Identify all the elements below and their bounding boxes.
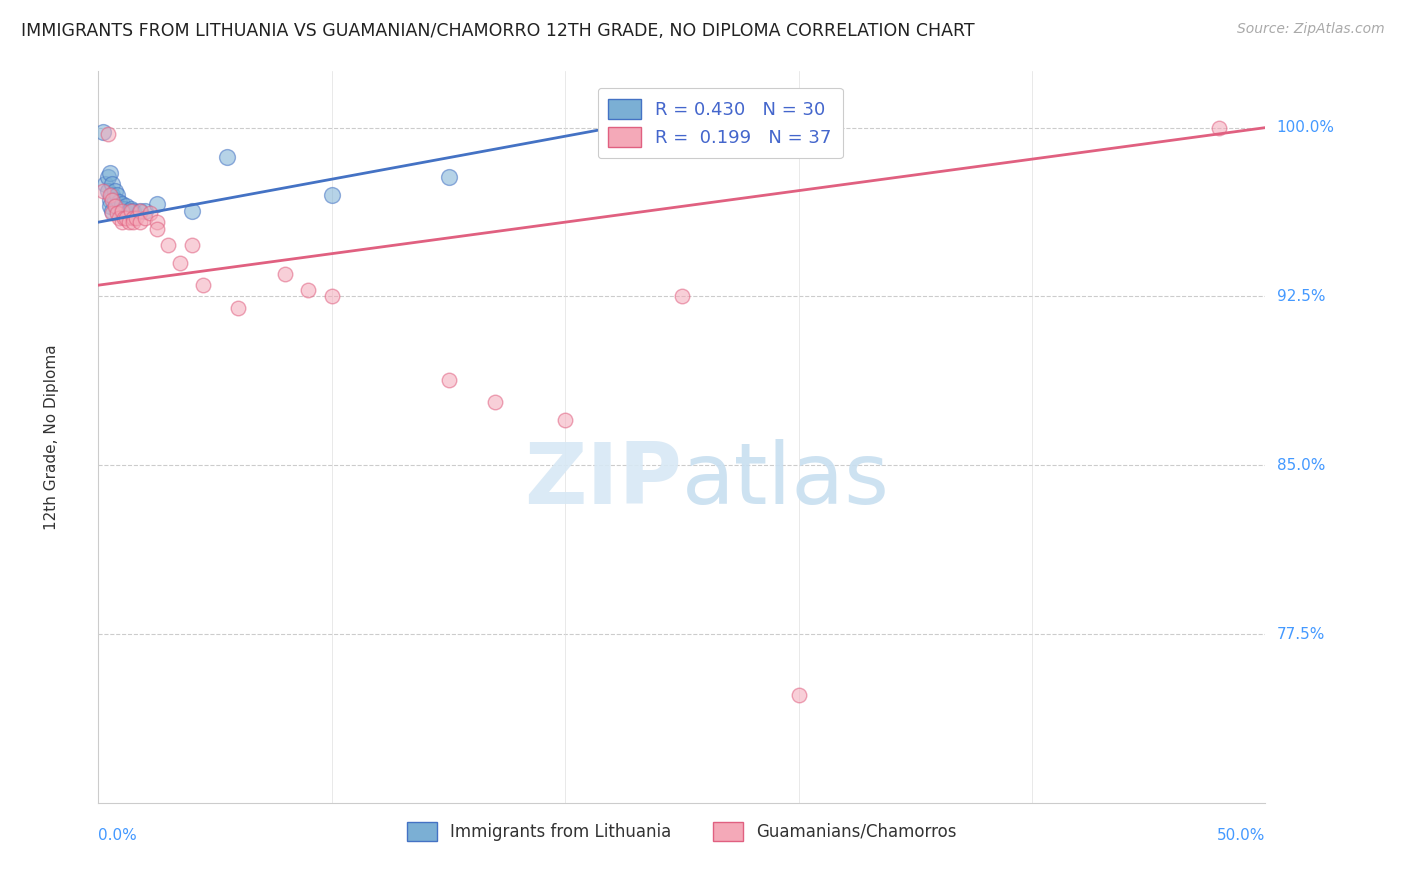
Point xyxy=(122,203,145,218)
Point xyxy=(97,184,120,198)
Point xyxy=(437,170,460,185)
Text: 77.5%: 77.5% xyxy=(1277,626,1324,641)
Point xyxy=(111,203,134,218)
Text: IMMIGRANTS FROM LITHUANIA VS GUAMANIAN/CHAMORRO 12TH GRADE, NO DIPLOMA CORRELATI: IMMIGRANTS FROM LITHUANIA VS GUAMANIAN/C… xyxy=(21,22,974,40)
Point xyxy=(111,206,134,220)
Text: 0.0%: 0.0% xyxy=(98,828,138,843)
Point xyxy=(120,203,142,218)
Point xyxy=(112,211,135,225)
Legend: R = 0.430   N = 30, R =  0.199   N = 37: R = 0.430 N = 30, R = 0.199 N = 37 xyxy=(598,87,842,158)
Point xyxy=(122,211,145,225)
Point xyxy=(554,413,576,427)
Point xyxy=(98,166,121,180)
Point xyxy=(101,203,124,218)
Point xyxy=(193,278,215,293)
Point xyxy=(108,211,131,225)
Text: 92.5%: 92.5% xyxy=(1277,289,1324,304)
Point xyxy=(228,301,250,315)
Point xyxy=(120,202,142,216)
Point xyxy=(98,199,121,213)
Point xyxy=(118,215,141,229)
Point xyxy=(146,215,169,229)
Point xyxy=(104,199,127,213)
Point xyxy=(104,184,127,198)
Point xyxy=(146,222,169,236)
Point xyxy=(104,193,127,207)
Point xyxy=(787,688,810,702)
Point xyxy=(108,194,131,209)
Point xyxy=(115,199,138,213)
Point xyxy=(134,203,156,218)
Point xyxy=(111,215,134,229)
Text: atlas: atlas xyxy=(682,440,890,523)
Point xyxy=(122,215,145,229)
Text: ZIP: ZIP xyxy=(524,440,682,523)
Point xyxy=(139,206,162,220)
Point xyxy=(105,206,128,220)
Point xyxy=(180,203,202,218)
Point xyxy=(98,193,121,207)
Point xyxy=(321,289,343,303)
Point xyxy=(1208,120,1230,135)
Point xyxy=(146,197,169,211)
Point xyxy=(112,202,135,216)
Point xyxy=(94,177,117,191)
Point xyxy=(98,188,121,202)
Point xyxy=(91,184,114,198)
Point xyxy=(91,125,114,139)
Point xyxy=(115,211,138,225)
Point xyxy=(101,177,124,191)
Point xyxy=(101,206,124,220)
Point xyxy=(97,128,120,142)
Text: 12th Grade, No Diploma: 12th Grade, No Diploma xyxy=(44,344,59,530)
Point xyxy=(180,237,202,252)
Point xyxy=(97,170,120,185)
Point xyxy=(105,199,128,213)
Point xyxy=(129,215,152,229)
Point xyxy=(101,193,124,207)
Point xyxy=(101,188,124,202)
Point xyxy=(600,123,623,137)
Point xyxy=(671,289,693,303)
Point xyxy=(129,203,152,218)
Text: 100.0%: 100.0% xyxy=(1277,120,1334,135)
Point xyxy=(169,255,191,269)
Point xyxy=(215,150,238,164)
Point xyxy=(274,267,297,281)
Point xyxy=(125,211,148,225)
Point xyxy=(321,188,343,202)
Point xyxy=(134,211,156,225)
Point xyxy=(111,197,134,211)
Text: Source: ZipAtlas.com: Source: ZipAtlas.com xyxy=(1237,22,1385,37)
Point xyxy=(105,188,128,202)
Point xyxy=(437,373,460,387)
Point xyxy=(129,203,152,218)
Point xyxy=(118,203,141,218)
Text: 50.0%: 50.0% xyxy=(1218,828,1265,843)
Point xyxy=(157,237,180,252)
Point xyxy=(484,395,506,409)
Point xyxy=(297,283,319,297)
Text: 85.0%: 85.0% xyxy=(1277,458,1324,473)
